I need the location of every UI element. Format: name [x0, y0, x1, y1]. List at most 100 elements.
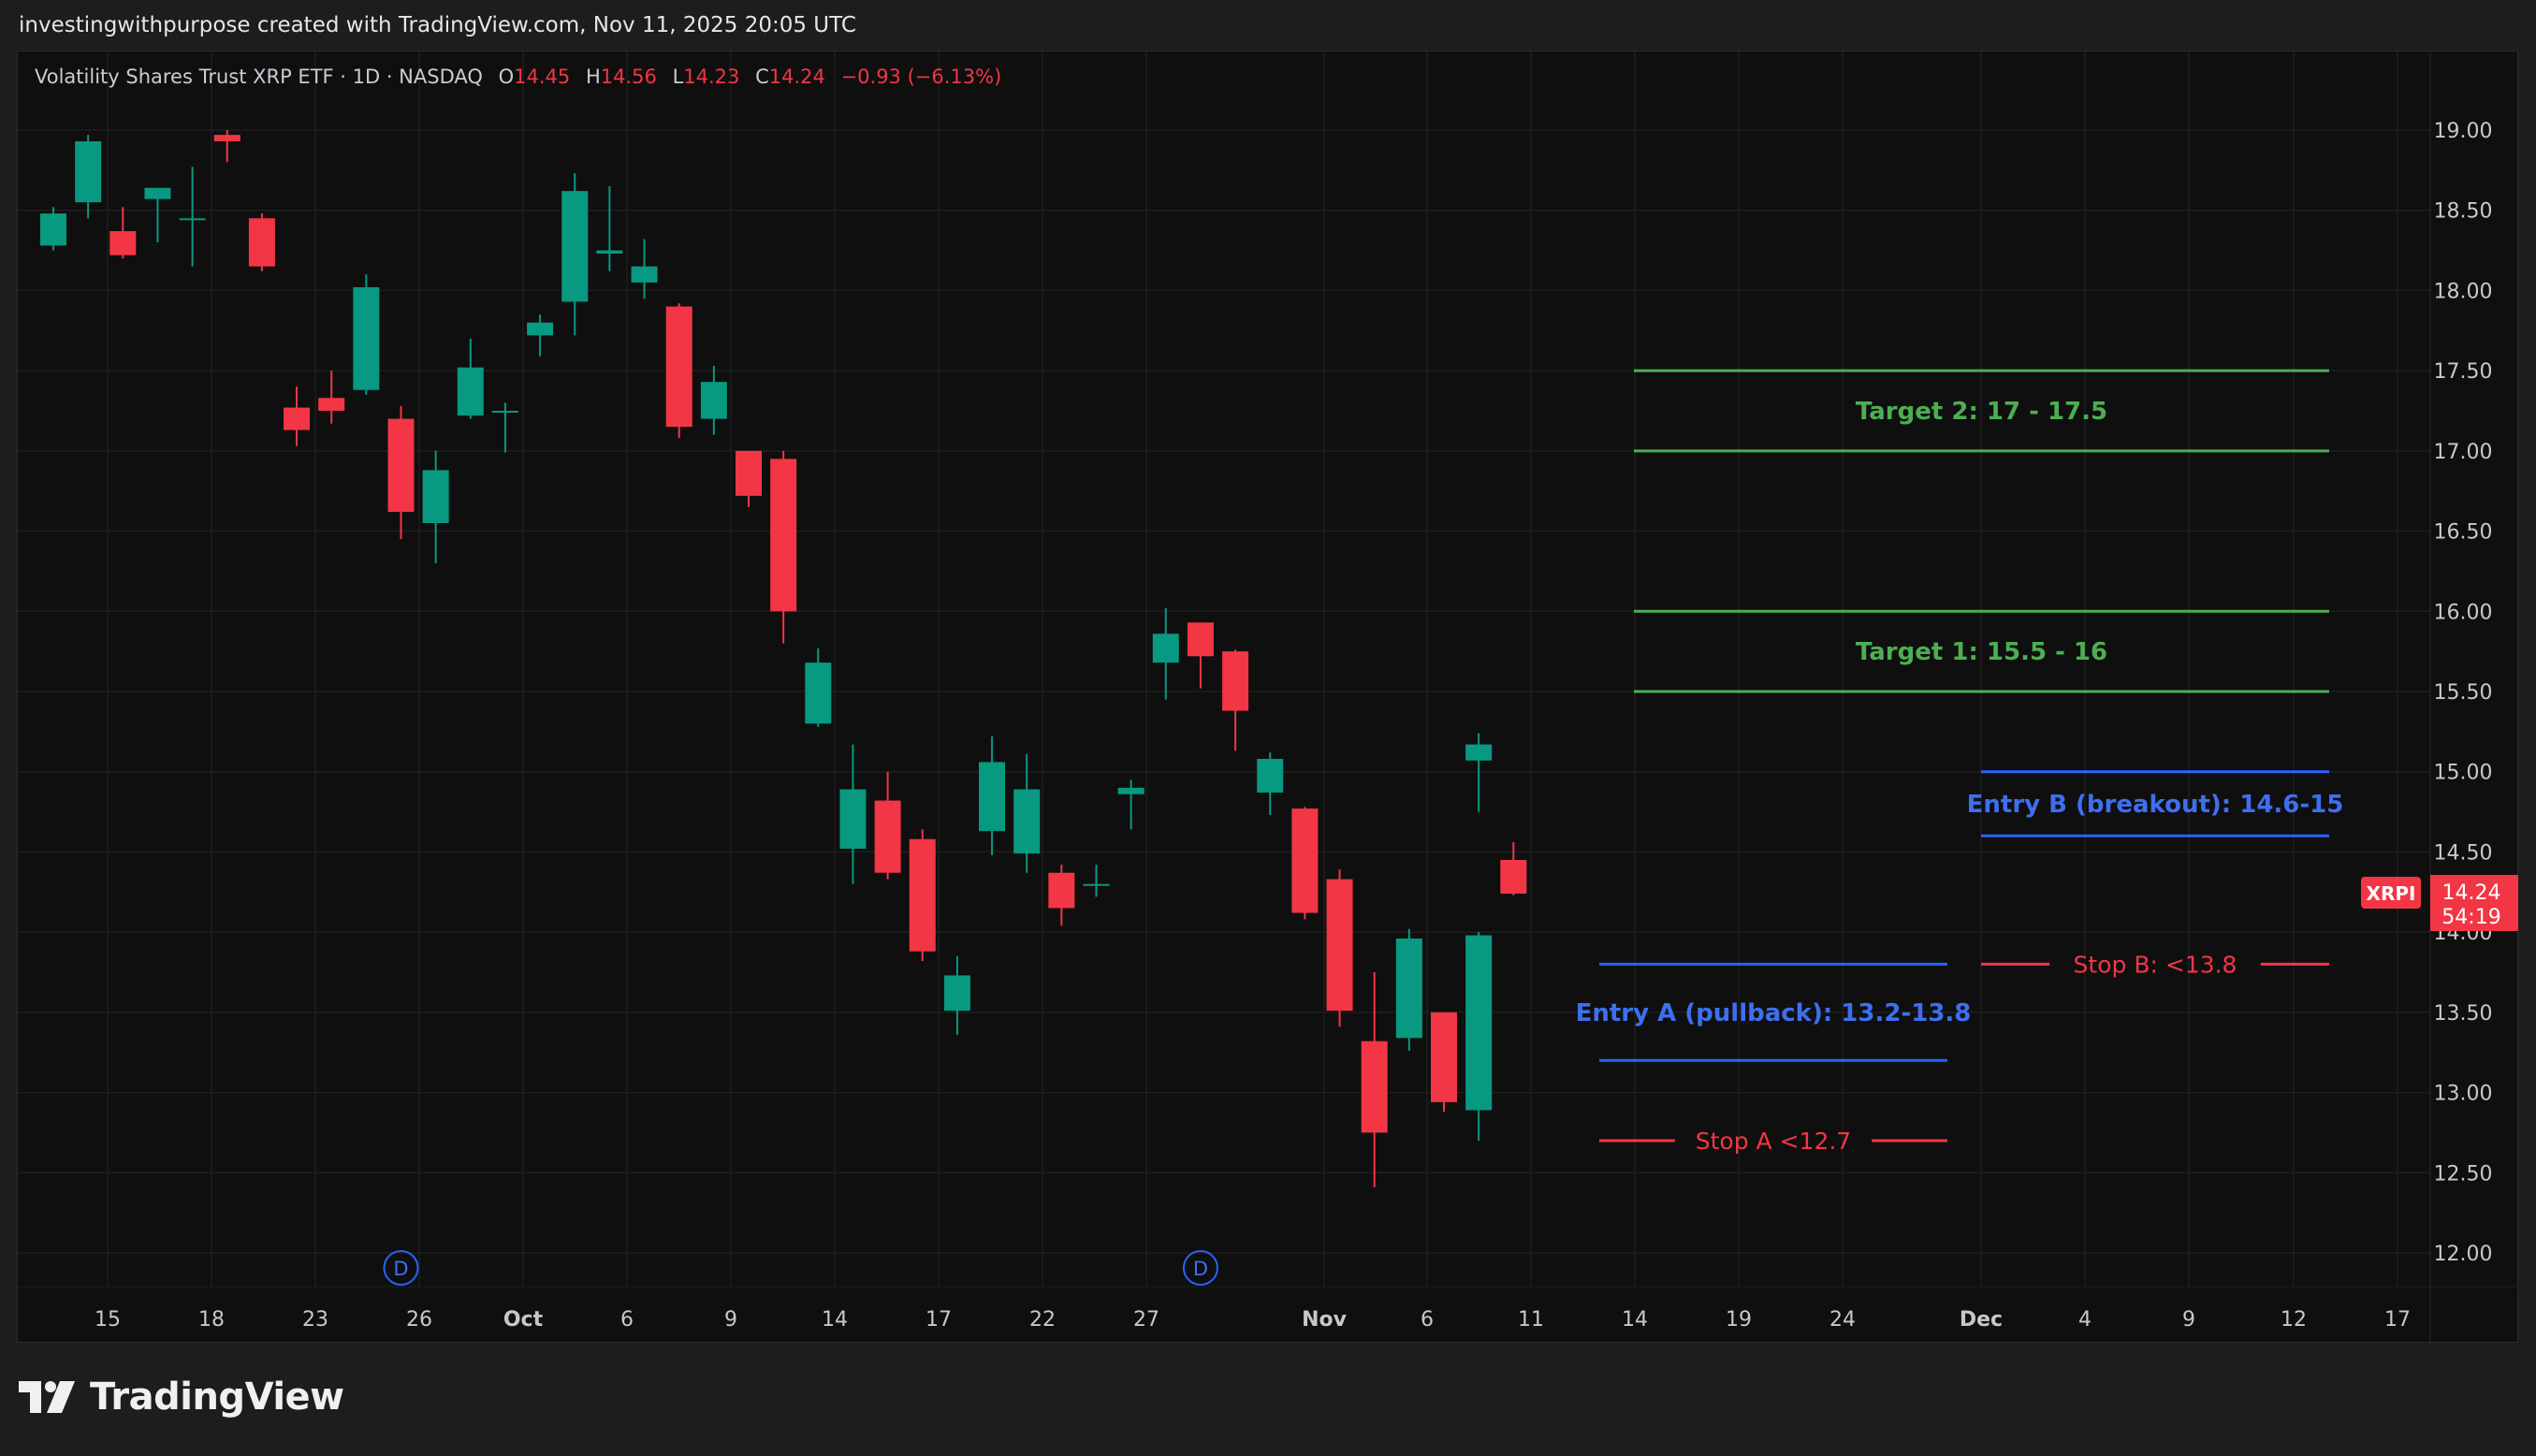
candle[interactable]	[909, 829, 936, 961]
candle[interactable]	[75, 135, 102, 219]
price-chart[interactable]: Target 2: 17 - 17.5 Target 1: 15.5 - 16 En…	[18, 51, 2519, 1344]
candle[interactable]	[1361, 972, 1388, 1187]
candle[interactable]	[1465, 733, 1493, 812]
symbol-legend: Volatility Shares Trust XRP ETF · 1D · N…	[35, 66, 1001, 88]
candle-body	[179, 218, 206, 221]
candle[interactable]	[700, 366, 727, 435]
candle-body	[805, 662, 832, 724]
close-value: 14.24	[768, 66, 825, 88]
candle[interactable]	[631, 239, 658, 298]
candle[interactable]	[1048, 865, 1075, 926]
close-label: C	[755, 66, 769, 88]
candle[interactable]	[213, 130, 240, 163]
candle[interactable]	[874, 771, 901, 880]
candle[interactable]	[527, 314, 554, 357]
bar-countdown: 54:19	[2441, 906, 2500, 929]
candle[interactable]	[1326, 869, 1353, 1027]
x-tick-label: 9	[2182, 1308, 2195, 1332]
y-tick-label: 12.00	[2434, 1243, 2493, 1266]
candle[interactable]	[318, 371, 345, 424]
x-tick-label: 14	[1622, 1308, 1648, 1332]
candle[interactable]	[1395, 928, 1422, 1051]
candle[interactable]	[561, 173, 589, 336]
stop-label: Stop B: <13.8	[2074, 951, 2237, 978]
candle-body	[874, 800, 901, 873]
entry-zone[interactable]: Entry A (pullback): 13.2-13.8	[1576, 962, 1972, 1062]
candle[interactable]	[1257, 752, 1284, 815]
candle[interactable]	[422, 450, 449, 563]
candle[interactable]	[1291, 807, 1319, 920]
candle[interactable]	[1222, 649, 1249, 751]
candle[interactable]	[839, 744, 867, 884]
candle-body	[1465, 935, 1493, 1111]
candle-body	[979, 762, 1006, 832]
candle[interactable]	[665, 303, 692, 439]
candle[interactable]	[1187, 622, 1214, 689]
stop-level[interactable]: Stop B: <13.8	[1981, 951, 2329, 978]
x-tick-label: 6	[620, 1308, 634, 1332]
candle-body	[596, 250, 623, 254]
candle-body	[353, 287, 380, 390]
x-tick-label: 12	[2281, 1308, 2307, 1332]
candle[interactable]	[179, 167, 206, 267]
candle[interactable]	[387, 405, 415, 540]
candle-body	[736, 450, 762, 496]
candle[interactable]	[1431, 1012, 1457, 1113]
y-tick-label: 14.50	[2434, 841, 2493, 865]
candle-body	[491, 411, 518, 413]
candle[interactable]	[248, 213, 275, 271]
candle[interactable]	[457, 338, 484, 419]
candle[interactable]	[736, 450, 762, 507]
candle[interactable]	[1083, 865, 1110, 897]
target-zone[interactable]: Target 1: 15.5 - 16	[1634, 609, 2329, 693]
candle[interactable]	[1500, 842, 1527, 895]
x-tick-label: 19	[1726, 1308, 1752, 1332]
x-tick-label: 18	[198, 1308, 225, 1332]
candle[interactable]	[1117, 779, 1144, 830]
candle[interactable]	[109, 207, 137, 259]
entry-zone[interactable]: Entry B (breakout): 14.6-15	[1967, 770, 2344, 837]
dividend-marker-icon[interactable]	[383, 1250, 419, 1286]
x-tick-label: 6	[1421, 1308, 1434, 1332]
x-tick-label: 11	[1518, 1308, 1544, 1332]
candle[interactable]	[770, 450, 797, 644]
x-tick-label: 15	[95, 1308, 121, 1332]
candle[interactable]	[1152, 607, 1179, 700]
candle[interactable]	[805, 648, 832, 727]
dividend-marker-label: D	[393, 1258, 408, 1280]
y-tick-label: 13.50	[2434, 1002, 2493, 1026]
candle[interactable]	[144, 187, 171, 242]
candle-body	[248, 218, 275, 267]
candle[interactable]	[284, 386, 311, 446]
candle-body	[1152, 633, 1179, 663]
candle-body	[1048, 872, 1075, 909]
candle-body	[1500, 860, 1527, 894]
last-price-value: 14.24	[2442, 881, 2501, 905]
candle[interactable]	[979, 736, 1006, 855]
candle[interactable]	[1013, 753, 1041, 873]
candle[interactable]	[1465, 932, 1493, 1141]
candle-body	[1222, 651, 1249, 711]
entry-label: Entry A (pullback): 13.2-13.8	[1576, 999, 1972, 1027]
chart-panel[interactable]: Target 2: 17 - 17.5 Target 1: 15.5 - 16 En…	[17, 51, 2519, 1344]
x-tick-label: Oct	[503, 1308, 544, 1332]
candle[interactable]	[596, 186, 623, 271]
candle-body	[1395, 939, 1422, 1039]
target-zone[interactable]: Target 2: 17 - 17.5	[1634, 369, 2329, 453]
symbol-name[interactable]: Volatility Shares Trust XRP ETF · 1D · N…	[35, 66, 483, 88]
candle[interactable]	[943, 955, 970, 1035]
candle-body	[1257, 759, 1284, 793]
dividend-marker-icon[interactable]	[1182, 1250, 1218, 1286]
candle[interactable]	[353, 274, 380, 395]
candle[interactable]	[491, 402, 518, 453]
candle-body	[144, 187, 171, 199]
tradingview-brand[interactable]: TradingView	[19, 1376, 344, 1419]
candle[interactable]	[40, 207, 66, 251]
candle-body	[387, 418, 415, 512]
stop-level[interactable]: Stop A <12.7	[1599, 1128, 1947, 1155]
high-value: 14.56	[600, 66, 657, 88]
x-tick-label: 24	[1829, 1308, 1856, 1332]
candle-body	[1013, 789, 1041, 854]
